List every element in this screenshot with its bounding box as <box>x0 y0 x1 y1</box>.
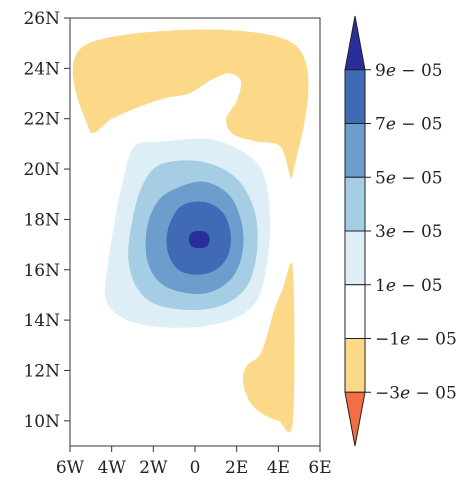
x-tick-label: 6E <box>308 458 331 478</box>
colorbar-band-6 <box>344 284 366 339</box>
y-tick-label: 16N <box>23 261 60 281</box>
colorbar-band-4 <box>344 176 366 232</box>
x-tick-label: 0 <box>190 458 201 478</box>
y-tick-label: 12N <box>23 361 60 381</box>
negative-region-2 <box>242 262 295 433</box>
colorbar: 9e − 05 7e − 05 5e − 05 3e − 05 1e − 05 −1e −… <box>344 15 457 447</box>
y-tick-label: 20N <box>23 160 60 180</box>
plot-area <box>69 17 321 447</box>
x-tick-label: 4E <box>267 458 290 478</box>
colorbar-band-8 <box>344 391 366 447</box>
y-tick-label: 26N <box>23 9 60 29</box>
x-tick-label: 2W <box>139 458 168 478</box>
colorbar-label: 5e − 05 <box>375 168 443 188</box>
colorbar-label: −1e − 05 <box>375 330 457 350</box>
colorbar-label: −3e − 05 <box>375 383 457 403</box>
x-tick-label: 2E <box>225 458 248 478</box>
negative-region-1 <box>72 29 309 179</box>
colorbar-label: 9e − 05 <box>375 61 443 81</box>
colorbar-band-3 <box>344 123 366 178</box>
positive-contour-level-5 <box>188 231 210 249</box>
y-tick-label: 22N <box>23 110 60 130</box>
colorbar-band-1 <box>344 15 366 71</box>
y-tick-label: 14N <box>23 311 60 331</box>
x-tick-label: 4W <box>98 458 127 478</box>
colorbar-band-7 <box>344 338 366 393</box>
x-axis: 6W 4W 2W 0 2E 4E 6E <box>56 446 332 478</box>
contour-layer <box>72 29 309 433</box>
x-tick-label: 6W <box>56 458 85 478</box>
y-tick-label: 18N <box>23 210 60 230</box>
colorbar-label: 7e − 05 <box>375 115 443 135</box>
y-axis: 10N 12N 14N 16N 18N 20N 22N 24N 26N <box>23 9 70 432</box>
colorbar-band-2 <box>344 69 366 124</box>
y-tick-label: 24N <box>23 59 60 79</box>
colorbar-label: 1e − 05 <box>375 276 443 296</box>
y-tick-label: 10N <box>23 412 60 432</box>
colorbar-band-5 <box>344 230 366 286</box>
colorbar-label: 3e − 05 <box>375 222 443 242</box>
